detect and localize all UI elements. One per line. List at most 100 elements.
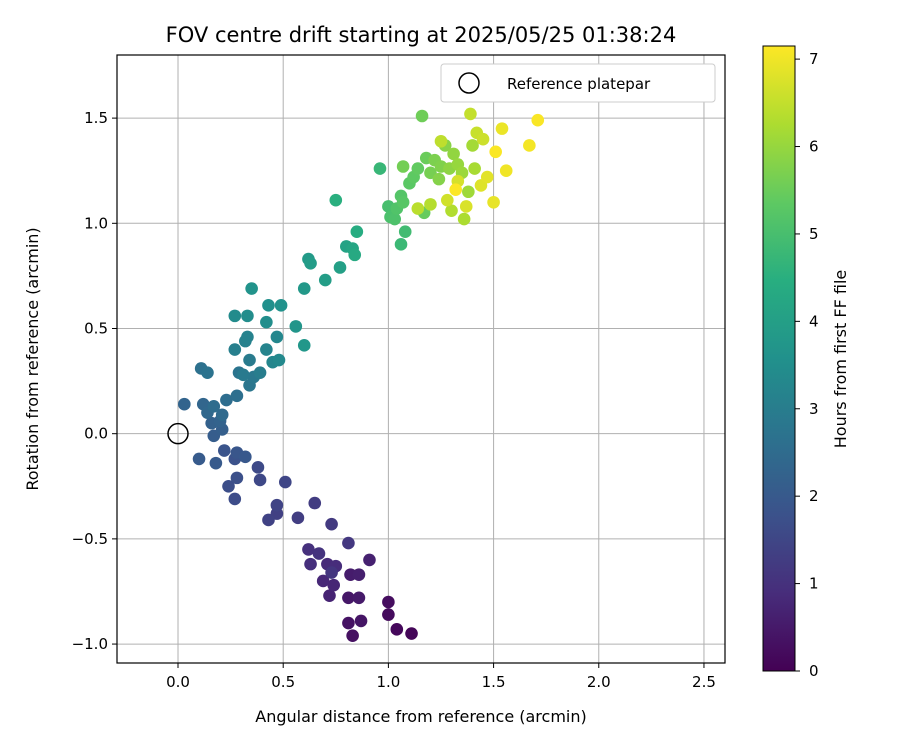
data-point xyxy=(325,566,338,579)
data-point xyxy=(262,513,275,527)
data-point xyxy=(396,195,410,209)
data-point xyxy=(382,608,395,621)
colorbar-tick-label: 7 xyxy=(809,50,819,68)
colorbar-gradient xyxy=(762,45,796,672)
data-point xyxy=(342,616,355,630)
data-point xyxy=(241,330,254,344)
data-point xyxy=(304,256,317,270)
data-point xyxy=(489,145,502,159)
data-point xyxy=(327,578,340,592)
plot-frame xyxy=(116,54,726,664)
data-point xyxy=(394,238,408,251)
data-point xyxy=(279,475,292,489)
data-point xyxy=(251,461,265,474)
x-tick-label: 2.0 xyxy=(587,673,611,691)
grid-lines xyxy=(117,55,725,663)
data-point xyxy=(228,492,242,506)
x-tick-label: 0.5 xyxy=(271,673,295,691)
data-point xyxy=(245,282,258,295)
y-axis-label: Rotation from reference (arcmin) xyxy=(23,227,42,490)
data-point xyxy=(230,389,244,403)
data-point xyxy=(207,400,221,413)
data-point xyxy=(352,591,366,605)
data-point xyxy=(228,343,242,356)
chart-title: FOV centre drift starting at 2025/05/25 … xyxy=(166,23,677,47)
data-point xyxy=(411,202,425,215)
data-points xyxy=(178,107,545,642)
data-point xyxy=(209,456,223,470)
x-tick-label: 0.0 xyxy=(166,673,190,691)
data-point xyxy=(308,496,322,510)
data-point xyxy=(297,339,311,352)
colorbar-tick-label: 0 xyxy=(809,662,819,680)
legend-box xyxy=(440,63,716,103)
colorbar-tick-label: 5 xyxy=(809,225,819,243)
data-point xyxy=(487,195,500,209)
data-point xyxy=(215,408,229,422)
reference-point-marker xyxy=(167,422,189,445)
data-point xyxy=(398,225,412,239)
data-point xyxy=(272,353,286,367)
x-tick-label: 1.0 xyxy=(376,673,400,691)
data-point xyxy=(220,393,233,407)
data-point xyxy=(348,248,362,262)
data-point xyxy=(178,397,191,411)
data-point xyxy=(382,595,395,609)
data-point xyxy=(325,517,338,531)
data-point xyxy=(253,366,267,379)
data-point xyxy=(523,139,536,152)
data-point xyxy=(260,343,273,356)
legend-label: Reference platepar xyxy=(507,75,651,93)
colorbar-ticks: 0 1 2 3 4 5 6 7 xyxy=(795,50,819,680)
data-point xyxy=(318,273,332,287)
legend: Reference platepar xyxy=(440,63,716,103)
data-point xyxy=(201,366,214,379)
data-point xyxy=(459,200,473,213)
x-tick-label: 2.5 xyxy=(692,673,716,691)
data-point xyxy=(531,113,545,127)
data-point xyxy=(440,193,454,207)
colorbar: 0 1 2 3 4 5 6 7 Hours from first FF file xyxy=(762,45,850,680)
data-point xyxy=(396,160,410,173)
data-point xyxy=(354,614,368,628)
data-point xyxy=(390,623,404,636)
data-point xyxy=(316,574,330,588)
y-tick-label: −1.0 xyxy=(72,635,108,653)
data-point xyxy=(274,299,288,312)
data-point xyxy=(342,591,355,605)
data-point xyxy=(302,543,315,556)
data-point xyxy=(415,109,429,123)
data-point xyxy=(411,162,425,175)
data-point xyxy=(405,627,418,640)
colorbar-label: Hours from first FF file xyxy=(831,270,850,449)
data-point xyxy=(323,589,336,602)
y-axis-ticks: −1.0 −0.5 0.0 0.5 1.0 1.5 xyxy=(72,109,117,653)
data-point xyxy=(289,320,303,333)
data-point xyxy=(230,471,244,485)
data-point xyxy=(468,162,481,175)
colorbar-tick-label: 3 xyxy=(809,400,819,418)
data-point xyxy=(342,536,355,550)
data-point xyxy=(447,147,460,161)
data-point xyxy=(445,204,458,217)
data-point xyxy=(350,225,364,239)
data-point xyxy=(270,330,284,344)
data-point xyxy=(297,282,311,295)
data-point xyxy=(192,452,206,466)
data-point xyxy=(363,553,376,567)
data-point xyxy=(253,473,267,487)
y-tick-label: 1.0 xyxy=(84,214,108,232)
data-point xyxy=(333,261,347,274)
data-point xyxy=(243,353,256,367)
data-point xyxy=(312,547,326,560)
data-point xyxy=(228,309,242,323)
data-point xyxy=(480,170,494,184)
data-point xyxy=(222,479,235,493)
colorbar-tick-label: 1 xyxy=(809,575,819,593)
y-tick-label: −0.5 xyxy=(72,530,108,548)
data-point xyxy=(262,299,275,312)
data-point xyxy=(352,568,366,581)
legend-marker-icon xyxy=(458,72,480,94)
colorbar-tick-label: 6 xyxy=(809,138,819,156)
